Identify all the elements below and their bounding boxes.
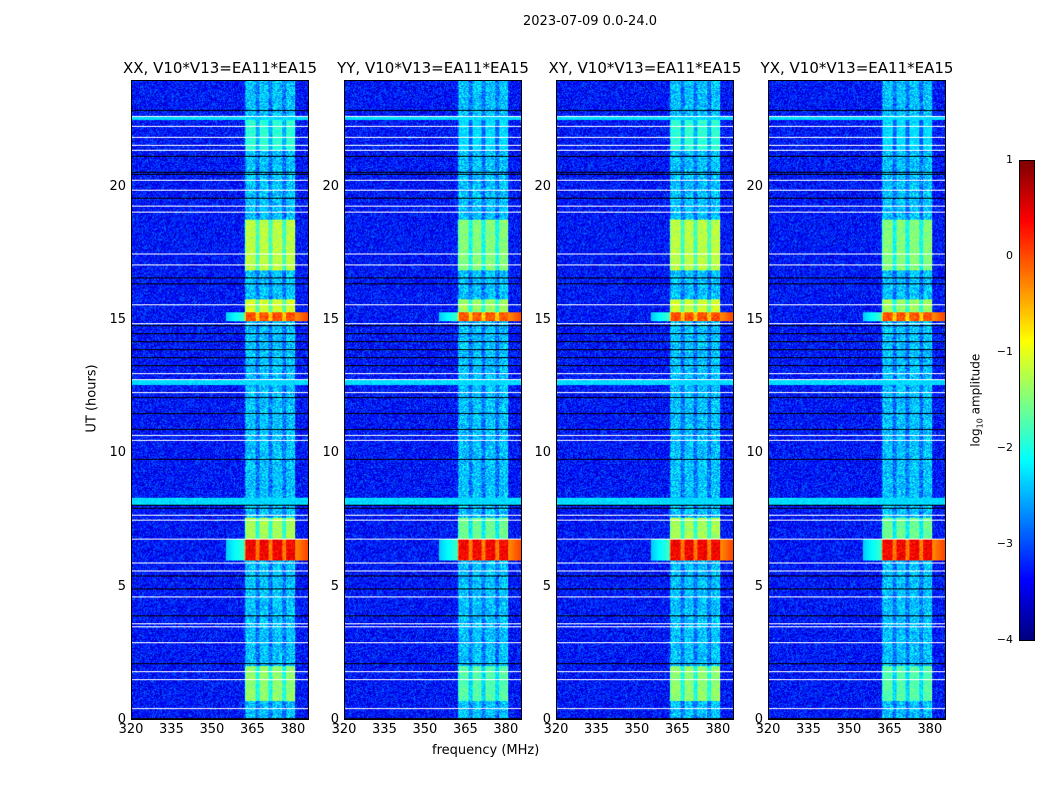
x-tick-label: 350 xyxy=(412,722,438,737)
x-tick-label: 320 xyxy=(543,722,569,737)
y-tick-label: 10 xyxy=(746,445,763,461)
x-tick-label: 335 xyxy=(584,722,609,737)
x-tick-label: 350 xyxy=(199,722,225,737)
figure-title: 2023-07-09 0.0-24.0 xyxy=(523,14,657,29)
colorbar-label: log10 amplitude xyxy=(968,354,984,447)
colorbar-label-main: log xyxy=(968,428,983,447)
x-tick-label: 380 xyxy=(705,722,731,737)
y-tick-label: 0 xyxy=(754,712,763,727)
y-tick-label: 10 xyxy=(109,445,126,461)
x-axis-label: frequency (MHz) xyxy=(432,743,540,758)
y-tick-label: 5 xyxy=(117,578,126,594)
y-tick-label: 0 xyxy=(542,712,551,727)
x-tick-label: 335 xyxy=(372,722,397,737)
y-tick-label: 5 xyxy=(542,578,551,594)
y-tick-label: 20 xyxy=(746,178,763,194)
x-tick-label: 350 xyxy=(624,722,650,737)
y-tick-label: 10 xyxy=(322,445,339,461)
x-tick-label: 320 xyxy=(755,722,781,737)
panel-title-1: XX, V10*V13=EA11*EA15 xyxy=(122,59,318,77)
panel-title-4: YX, V10*V13=EA11*EA15 xyxy=(760,59,954,77)
spectrogram-panel-4 xyxy=(768,80,946,720)
spectrogram-panel-2 xyxy=(344,80,522,720)
x-tick-label: 365 xyxy=(876,722,902,737)
colorbar-tick-label: −1 xyxy=(996,345,1013,358)
x-tick-label: 350 xyxy=(836,722,862,737)
colorbar-tick-label: −4 xyxy=(996,633,1013,646)
colorbar-label-rest: amplitude xyxy=(968,353,983,419)
y-axis-label: UT (hours) xyxy=(84,364,100,433)
colorbar-tick-label: 1 xyxy=(1006,153,1013,166)
x-tick-label: 380 xyxy=(917,722,943,737)
y-tick-label: 0 xyxy=(117,712,126,727)
y-tick-label: 20 xyxy=(534,178,551,194)
y-tick-label: 15 xyxy=(746,312,763,327)
colorbar-tick-label: −2 xyxy=(996,441,1013,454)
y-tick-label: 20 xyxy=(322,178,339,194)
colorbar-tick-label: 0 xyxy=(1006,249,1013,262)
x-tick-label: 320 xyxy=(331,722,357,737)
spectrogram-panel-3 xyxy=(556,80,734,720)
y-tick-label: 15 xyxy=(534,312,551,327)
panel-title-3: XY, V10*V13=EA11*EA15 xyxy=(548,59,742,77)
x-tick-label: 380 xyxy=(493,722,519,737)
y-tick-label: 15 xyxy=(322,312,339,327)
x-tick-label: 320 xyxy=(118,722,144,737)
x-tick-label: 335 xyxy=(796,722,821,737)
y-tick-label: 5 xyxy=(754,578,763,594)
colorbar xyxy=(1019,160,1035,641)
x-tick-label: 380 xyxy=(280,722,306,737)
panel-title-2: YY, V10*V13=EA11*EA15 xyxy=(337,59,529,77)
colorbar-label-sub: 10 xyxy=(975,418,985,429)
colorbar-tick-label: −3 xyxy=(996,537,1013,550)
spectrogram-panel-1 xyxy=(131,80,309,720)
x-tick-label: 335 xyxy=(159,722,184,737)
x-tick-label: 365 xyxy=(239,722,265,737)
x-tick-label: 365 xyxy=(452,722,478,737)
y-tick-label: 0 xyxy=(330,712,339,727)
y-tick-label: 10 xyxy=(534,445,551,461)
y-tick-label: 15 xyxy=(109,312,126,327)
y-tick-label: 5 xyxy=(330,578,339,594)
y-tick-label: 20 xyxy=(109,178,126,194)
x-tick-label: 365 xyxy=(664,722,690,737)
